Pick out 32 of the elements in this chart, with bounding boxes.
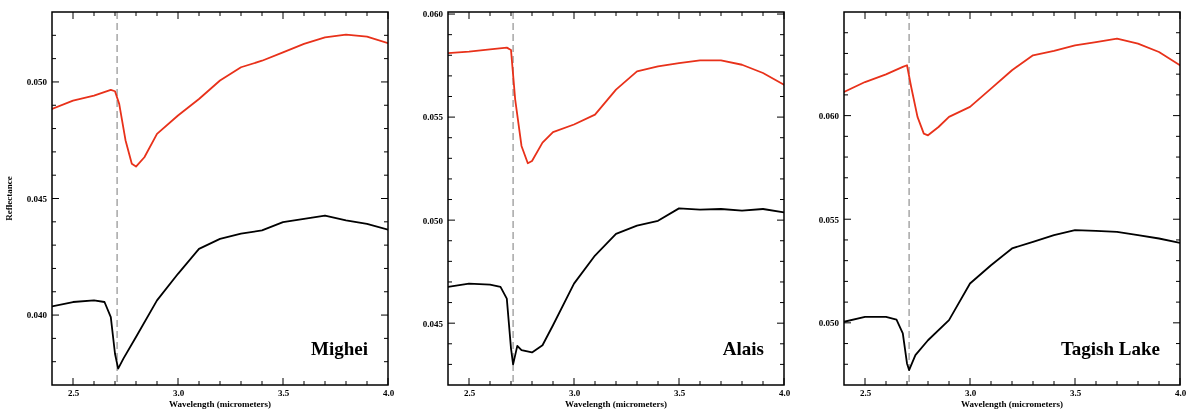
annotation: Tagish Lake — [1060, 338, 1160, 359]
annotation: Alais — [722, 338, 764, 359]
x-tick-label: 3.5 — [673, 388, 686, 399]
line-series — [844, 37, 1180, 137]
x-axis-title: Wavelength (micrometers) — [564, 399, 668, 409]
x-tick-label: 4.0 — [382, 388, 395, 399]
x-tick-label: 4.0 — [1174, 388, 1187, 399]
x-tick-label: 3.0 — [964, 388, 977, 399]
line-series — [448, 46, 784, 165]
x-tick-label: 2.5 — [463, 388, 476, 399]
x-tick-label: 3.0 — [568, 388, 581, 399]
x-tick-label: 4.0 — [778, 388, 791, 399]
annotation: Mighei — [311, 338, 368, 359]
y-tick-label: 0.050 — [818, 318, 840, 329]
y-tick-label: 0.050 — [422, 215, 444, 226]
y-tick-label: 0.055 — [818, 214, 840, 225]
y-tick-label: 0.060 — [422, 9, 444, 20]
x-tick-label: 3.5 — [277, 388, 290, 399]
y-axis-title: Reflectance — [4, 176, 14, 221]
x-axis-title: Wavelength (micrometers) — [960, 399, 1064, 409]
y-tick-label: 0.040 — [26, 310, 48, 321]
x-tick-label: 3.5 — [1069, 388, 1082, 399]
y-tick-label: 0.060 — [818, 110, 840, 121]
x-axis-title: Wavelength (micrometers) — [168, 399, 272, 409]
y-tick-label: 0.045 — [26, 193, 48, 204]
line-series — [52, 33, 388, 168]
y-tick-label: 0.050 — [26, 77, 48, 88]
y-tick-label: 0.045 — [422, 318, 444, 329]
x-tick-label: 2.5 — [67, 388, 80, 399]
x-tick-label: 3.0 — [172, 388, 185, 399]
y-tick-label: 0.055 — [422, 112, 444, 123]
x-tick-label: 2.5 — [859, 388, 872, 399]
